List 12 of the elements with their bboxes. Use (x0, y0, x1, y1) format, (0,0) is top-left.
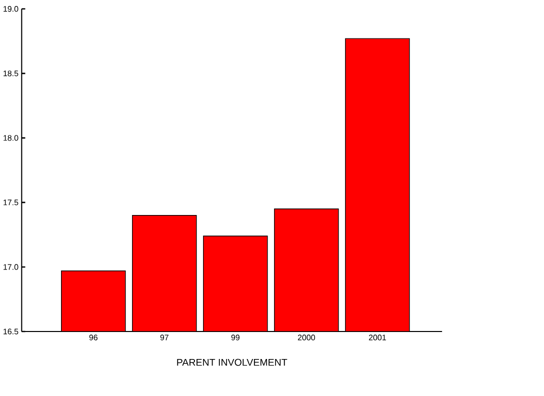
x-tick-label: 2000 (298, 334, 316, 340)
y-tick-label: 19.0 (4, 6, 18, 12)
x-tick-label: 2001 (368, 334, 386, 340)
y-tick-label: 18.0 (4, 134, 18, 141)
x-axis-title: PARENT INVOLVEMENT (177, 358, 288, 366)
x-tick-label: 99 (231, 334, 240, 340)
x-tick-label: 97 (160, 334, 168, 340)
y-tick-label: 18.5 (4, 70, 18, 76)
y-tick-label: 16.5 (4, 328, 18, 334)
y-tick-label: 17.5 (4, 199, 18, 206)
y-tick-label: 17.0 (4, 264, 18, 270)
x-tick-label: 96 (89, 334, 98, 340)
